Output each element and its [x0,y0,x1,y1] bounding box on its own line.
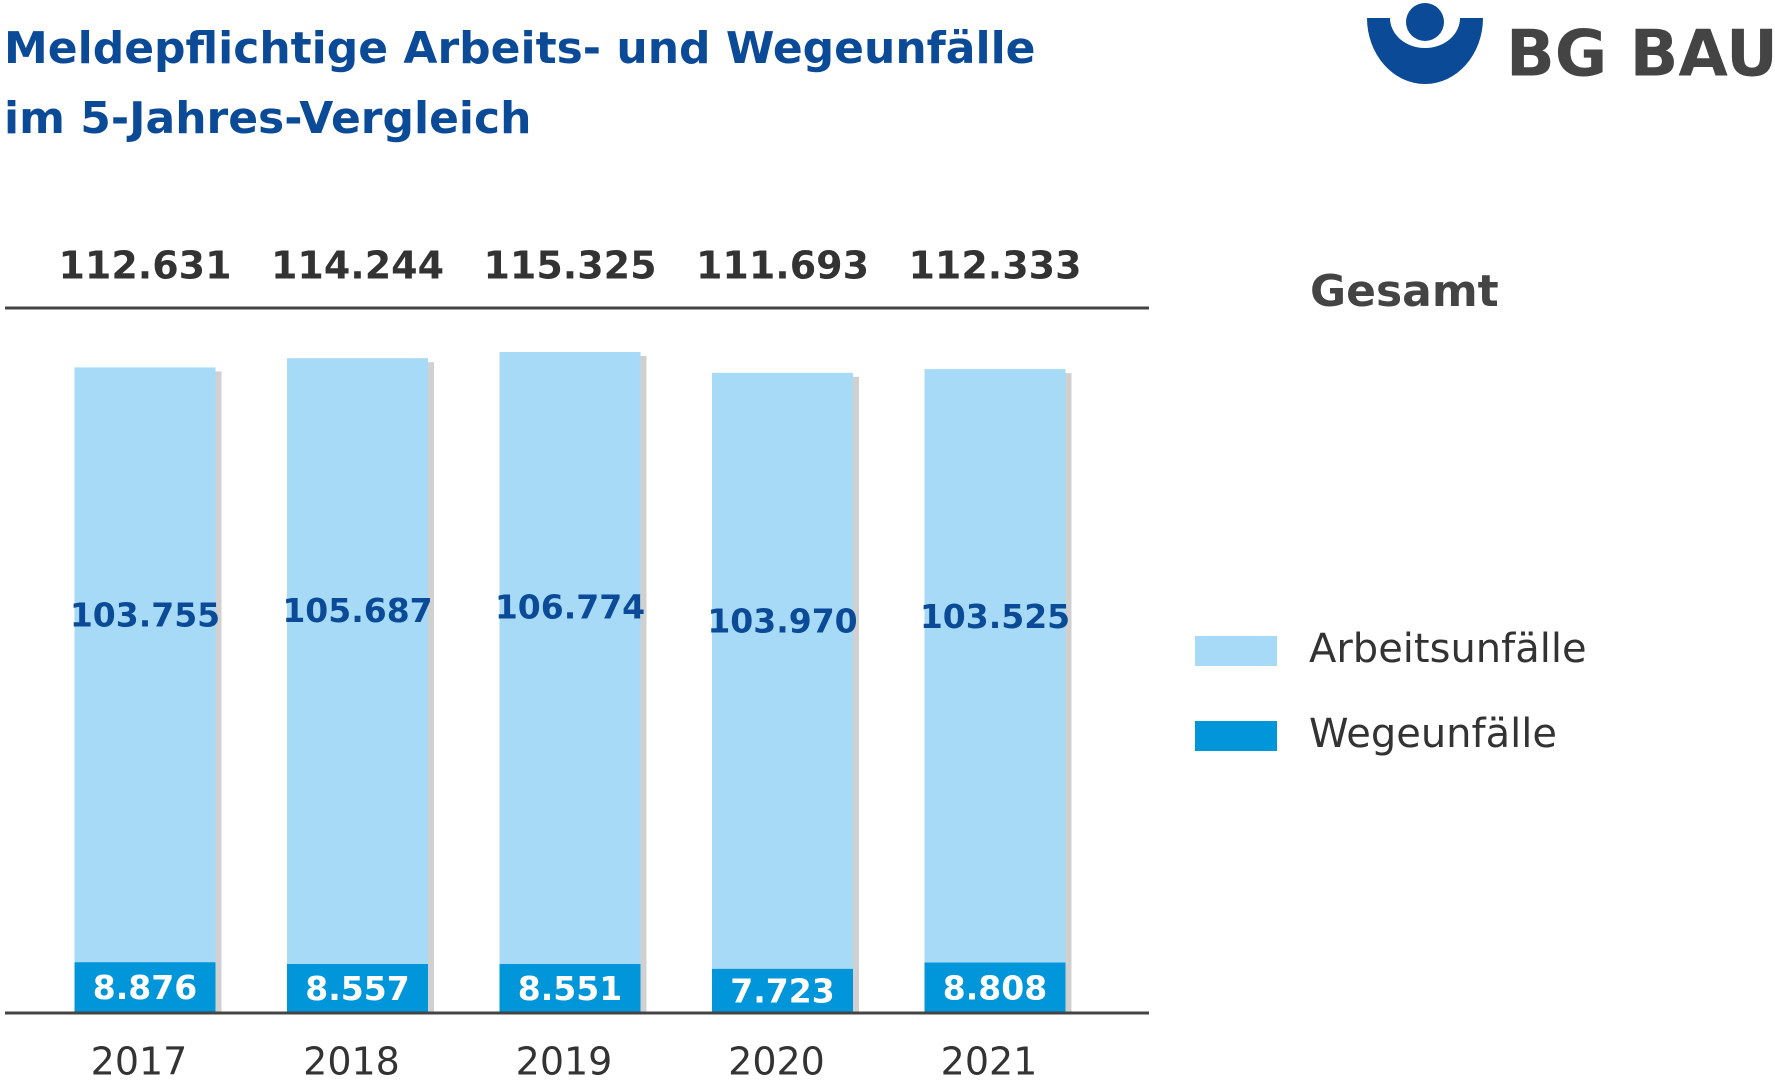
totals-heading: Gesamt [1310,266,1499,317]
total-label: 111.693 [696,244,869,288]
legend-label: Arbeitsunfälle [1309,626,1587,672]
x-tick-label: 2021 [941,1040,1038,1080]
value-label: 103.755 [70,596,220,635]
value-label: 8.557 [305,969,409,1008]
bar-segment [499,963,641,1013]
value-label: 103.970 [707,602,857,641]
bar-segment [287,963,428,1013]
bar-segment [74,962,216,1013]
bar-segment [499,351,641,964]
total-label: 115.325 [483,244,656,288]
logo: BG BAU [1367,3,1775,92]
x-tick-label: 2017 [91,1040,188,1080]
logo-text: BG BAU [1506,18,1775,92]
logo-dot [1406,3,1444,41]
legend-swatch [1195,721,1277,751]
x-tick-label: 2018 [303,1040,400,1080]
bar-segment [924,962,1066,1013]
value-label: 106.774 [495,588,645,627]
value-label: 8.808 [943,968,1047,1007]
value-label: 105.687 [282,591,432,630]
value-label: 8.876 [93,968,197,1007]
bar-segment [74,367,216,963]
total-label: 114.244 [271,244,444,288]
total-label: 112.631 [58,244,231,288]
logo-bowl [1367,18,1483,84]
chart-subtitle: im 5-Jahres-Vergleich [4,93,531,144]
total-label: 112.333 [908,244,1081,288]
value-label: 7.723 [730,971,834,1010]
chart-title: Meldepflichtige Arbeits- und Wegeunfälle [4,23,1036,74]
x-tick-label: 2019 [516,1040,613,1080]
legend-swatch [1195,636,1277,666]
value-label: 103.525 [920,597,1070,636]
bar-segment [712,968,853,1013]
value-label: 8.551 [518,969,622,1008]
x-tick-label: 2020 [728,1040,825,1080]
bar-segment [287,358,428,964]
legend-label: Wegeunfälle [1309,711,1557,757]
bar-segment [924,369,1066,963]
bar-segment [712,372,853,969]
